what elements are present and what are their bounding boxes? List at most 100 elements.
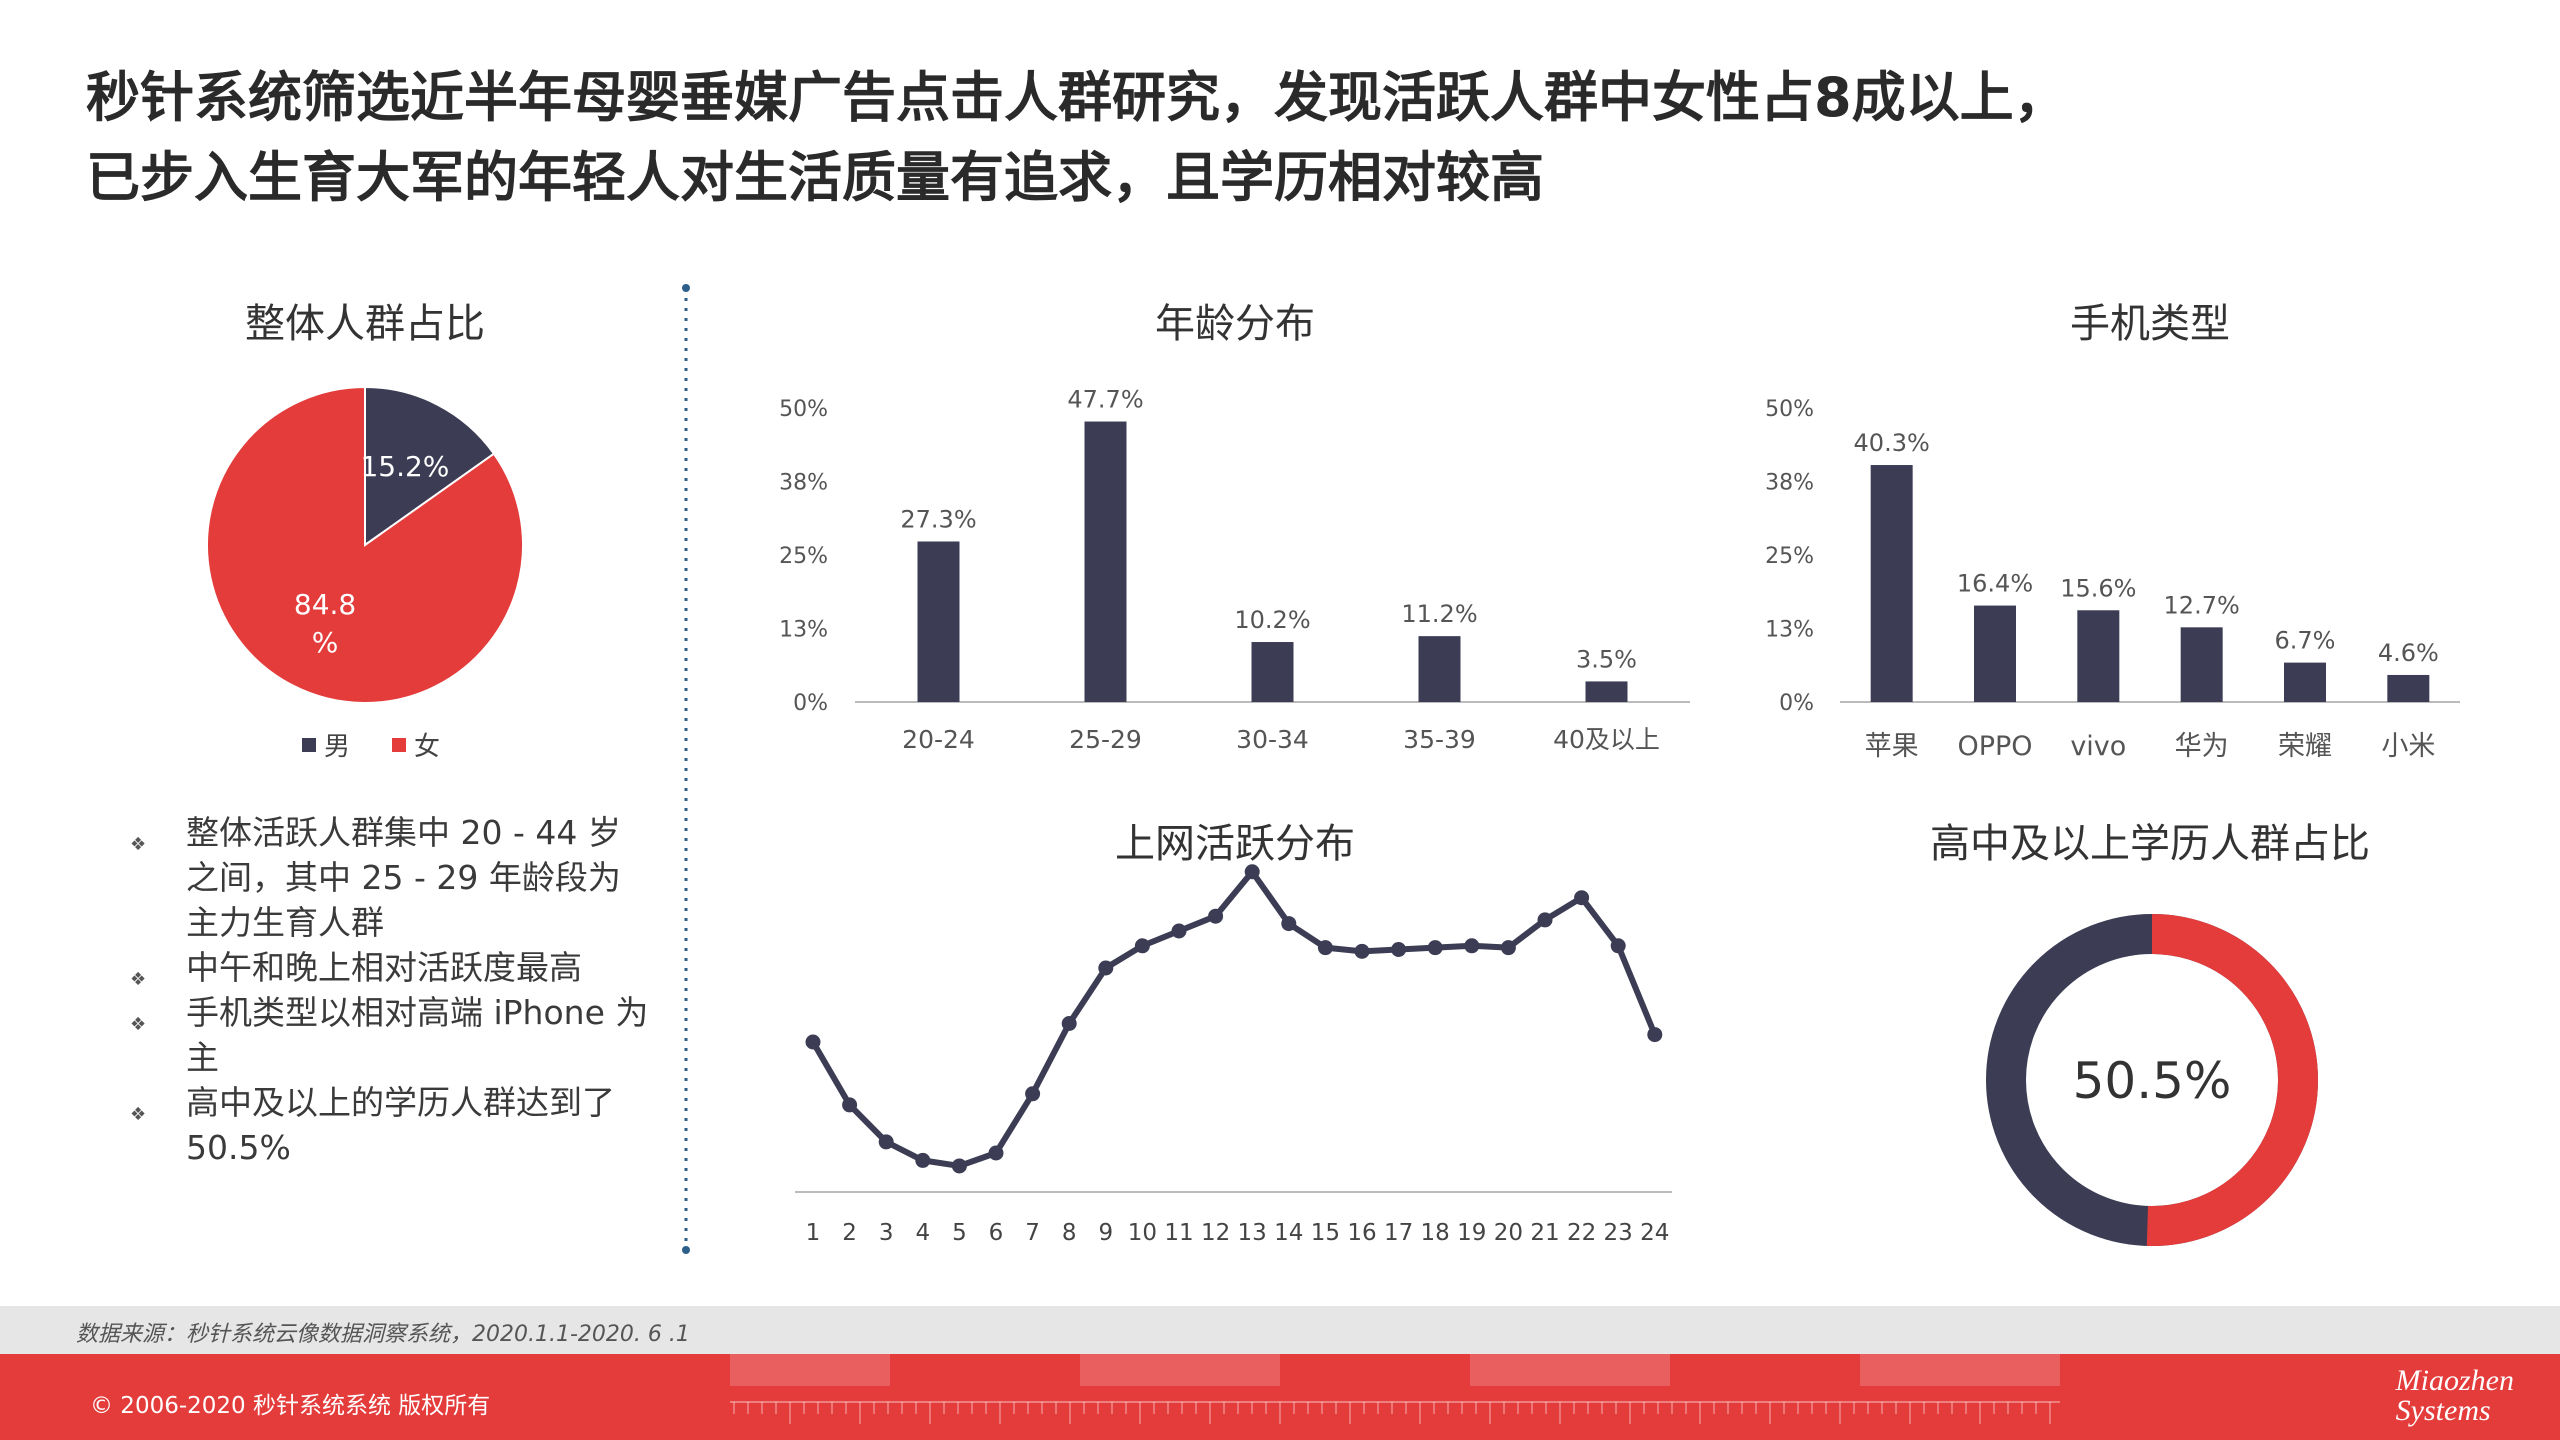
bar-荣耀 [2284, 662, 2326, 702]
page-title: 秒针系统筛选近半年母婴垂媒广告点击人群研究，发现活跃人群中女性占8成以上， 已步… [86, 58, 2386, 218]
education-chart-title: 高中及以上学历人群占比 [1930, 821, 2370, 867]
source-bar: 数据来源：秒针系统云像数据洞察系统，2020.1.1-2020. 6 .1 [0, 1306, 2560, 1354]
y-tick-label: 25% [1765, 544, 1814, 569]
bar-vivo [2077, 610, 2120, 702]
bar-华为 [2180, 627, 2223, 702]
x-tick-label: 19 [1457, 1220, 1486, 1246]
x-category-label: 30-34 [1236, 725, 1309, 754]
bullet-item: ❖ 手机类型以相对高端 iPhone 为主 [130, 990, 650, 1080]
bar-data-label: 40.3% [1854, 429, 1930, 457]
line-point-10 [1134, 938, 1150, 954]
bullet-text: 整体活跃人群集中 20 - 44 岁之间，其中 25 - 29 年龄段为主力生育… [186, 813, 621, 942]
bar-data-label: 4.6% [2378, 639, 2439, 667]
y-tick-label: 25% [779, 544, 828, 569]
bar-data-label: 15.6% [2060, 574, 2136, 602]
line-point-15 [1317, 940, 1333, 956]
bullet-text: 中午和晚上相对活跃度最高 [186, 948, 582, 987]
logo-line1: Miaozhen [2395, 1364, 2514, 1397]
line-point-13 [1244, 864, 1260, 880]
x-tick-label: 15 [1311, 1220, 1340, 1246]
footer-bar: © 2006-2020 秒针系统系统 版权所有 Miaozhen Systems [0, 1354, 2560, 1440]
legend-label: 女 [414, 732, 440, 762]
bullet-item: ❖ 中午和晚上相对活跃度最高 [130, 945, 650, 990]
y-tick-label: 38% [1765, 471, 1814, 496]
y-tick-label: 0% [793, 691, 828, 716]
line-point-23 [1610, 938, 1626, 954]
line-point-3 [878, 1134, 894, 1150]
divider-dot-bottom [682, 1246, 690, 1254]
age-bar-chart: 0% 13% 25% 38% 50% 27.3% 20-24 47.7% 25-29 10.2% 3… [779, 386, 1690, 754]
bar-data-label: 11.2% [1401, 600, 1477, 628]
phone-chart-title: 手机类型 [2070, 301, 2230, 347]
line-point-1 [805, 1034, 821, 1050]
bar-20-24 [917, 541, 960, 702]
line-point-19 [1464, 938, 1480, 954]
bar-苹果 [1870, 465, 1913, 702]
line-point-5 [951, 1158, 967, 1174]
bar-data-label: 16.4% [1957, 570, 2033, 598]
bullet-item: ❖ 整体活跃人群集中 20 - 44 岁之间，其中 25 - 29 年龄段为主力生… [130, 810, 650, 945]
y-tick-label: 13% [779, 618, 828, 643]
x-tick-label: 8 [1062, 1220, 1077, 1246]
bar-35-39 [1418, 636, 1461, 702]
pie-slice-男 [364, 385, 496, 547]
donut-center-label: 50.5% [2073, 1052, 2232, 1110]
x-tick-label: 13 [1238, 1220, 1267, 1246]
pie-chart-title: 整体人群占比 [245, 301, 485, 347]
x-tick-label: 9 [1098, 1220, 1113, 1246]
divider-dot-top [682, 284, 690, 292]
bar-data-label: 47.7% [1067, 386, 1143, 414]
age-chart-title: 年龄分布 [1155, 301, 1315, 347]
x-tick-label: 23 [1604, 1220, 1633, 1246]
bullet-item: ❖ 高中及以上的学历人群达到了 50.5% [130, 1080, 650, 1170]
line-point-6 [988, 1145, 1004, 1161]
x-tick-label: 4 [915, 1220, 930, 1246]
bar-data-label: 3.5% [1576, 645, 1637, 673]
company-logo: Miaozhen Systems [2396, 1366, 2514, 1426]
footer-decoration [730, 1354, 2060, 1424]
x-tick-label: 16 [1347, 1220, 1376, 1246]
y-tick-label: 0% [1779, 691, 1814, 716]
x-tick-label: 7 [1025, 1220, 1040, 1246]
x-category-label: 40及以上 [1553, 725, 1660, 754]
x-tick-label: 2 [842, 1220, 857, 1246]
x-category-label: 25-29 [1069, 725, 1142, 754]
gender-pie-chart: 15.2% 84.8 % 男 女 [206, 385, 524, 762]
bar-data-label: 27.3% [900, 505, 976, 533]
x-category-label: vivo [2070, 731, 2126, 762]
activity-line-chart: 1 2 3 4 5 6 7 8 9 10 11 12 13 14 15 16 17 18 19 20 21 22 23 24 [795, 864, 1672, 1246]
x-tick-label: 10 [1128, 1220, 1157, 1246]
activity-series-line [810, 868, 1658, 1169]
line-point-18 [1427, 940, 1443, 956]
line-point-9 [1098, 960, 1114, 976]
y-tick-label: 13% [1765, 618, 1814, 643]
line-point-11 [1171, 923, 1187, 939]
x-tick-label: 24 [1640, 1220, 1669, 1246]
line-point-20 [1500, 940, 1516, 956]
bar-OPPO [1974, 605, 2016, 702]
legend-swatch [302, 738, 316, 752]
x-category-label: OPPO [1957, 731, 2032, 762]
line-point-2 [842, 1097, 858, 1113]
pie-data-label: 84.8% [294, 588, 356, 659]
bullet-marker-icon: ❖ [130, 834, 147, 855]
donut-value-arc [2146, 914, 2318, 1246]
bar-25-29 [1084, 421, 1127, 702]
x-tick-label: 1 [806, 1220, 821, 1246]
line-point-12 [1208, 908, 1224, 924]
legend-swatch [392, 738, 406, 752]
x-category-label: 20-24 [902, 725, 975, 754]
page-title-line2: 已步入生育大军的年轻人对生活质量有追求，且学历相对较高 [86, 146, 1544, 209]
bullet-marker-icon: ❖ [130, 1104, 147, 1125]
x-tick-label: 14 [1274, 1220, 1303, 1246]
education-donut-chart: 50.5% [1986, 914, 2318, 1246]
pie-data-label: 15.2% [360, 450, 449, 483]
page-title-line1: 秒针系统筛选近半年母婴垂媒广告点击人群研究，发现活跃人群中女性占8成以上， [86, 66, 2068, 129]
x-tick-label: 18 [1421, 1220, 1450, 1246]
line-point-21 [1537, 912, 1553, 928]
activity-chart-title: 上网活跃分布 [1115, 821, 1355, 867]
line-point-7 [1025, 1086, 1041, 1102]
bullet-marker-icon: ❖ [130, 1014, 147, 1035]
line-point-17 [1391, 942, 1407, 957]
bar-30-34 [1251, 642, 1294, 702]
